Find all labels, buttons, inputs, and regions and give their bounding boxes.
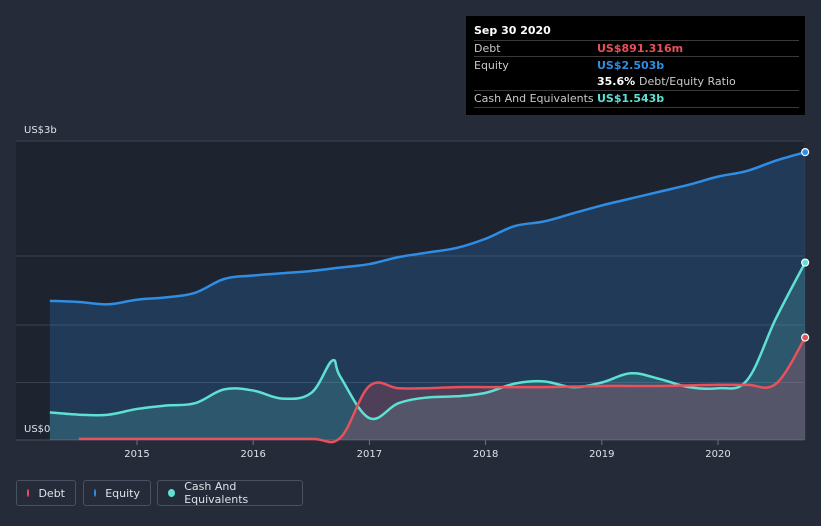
debt-line <box>78 336 807 444</box>
data-tooltip: Sep 30 2020 Debt US$891.316m Equity US$2… <box>466 16 805 115</box>
legend-item-cash[interactable]: Cash And Equivalents <box>157 480 303 506</box>
x-tick-label: 2018 <box>473 449 498 460</box>
x-tick-label: 2015 <box>124 449 149 460</box>
tooltip-ratio-value: 35.6% <box>597 75 636 88</box>
x-axis-ticks: 2015 2016 2017 2018 2019 2020 <box>124 440 731 460</box>
y-tick-label: US$0 <box>24 424 50 435</box>
y-tick-label: US$3b <box>24 125 57 136</box>
debt-area <box>78 337 806 443</box>
cash-area <box>49 262 806 440</box>
tooltip-divider <box>474 107 799 108</box>
legend-item-debt[interactable]: Debt <box>16 480 76 506</box>
legend-item-equity[interactable]: Equity <box>83 480 151 506</box>
equity-dot-icon <box>94 489 97 497</box>
cash-dot-icon <box>168 489 176 497</box>
tooltip-ratio-label: Debt/Equity Ratio <box>639 75 736 88</box>
debt-end-marker[interactable] <box>801 333 810 342</box>
y-axis-ticks: US$3b US$0 <box>24 125 57 435</box>
tooltip-row-cash: Cash And Equivalents US$1.543b <box>474 90 799 106</box>
cash-line <box>49 261 807 421</box>
legend-equity-label: Equity <box>105 486 140 500</box>
series-lines <box>49 150 807 444</box>
equity-line <box>49 150 806 306</box>
series-areas <box>49 152 806 443</box>
tooltip-divider <box>474 40 799 41</box>
tooltip-divider <box>474 90 799 91</box>
debt-dot-icon <box>27 489 30 497</box>
tooltip-row-equity: Equity US$2.503b <box>474 57 799 73</box>
legend-debt-label: Debt <box>38 486 65 500</box>
tooltip-debt-label: Debt <box>474 42 501 55</box>
x-tick-label: 2019 <box>589 449 614 460</box>
tooltip-cash-value: US$1.543b <box>597 92 665 105</box>
tooltip-equity-label: Equity <box>474 59 509 72</box>
legend-cash-label: Cash And Equivalents <box>184 480 249 506</box>
x-tick-label: 2016 <box>240 449 265 460</box>
tooltip-row-ratio: 35.6% Debt/Equity Ratio <box>474 73 799 89</box>
x-tick-label: 2017 <box>357 449 382 460</box>
equity-area <box>49 152 806 440</box>
tooltip-divider <box>474 56 799 57</box>
equity-end-marker[interactable] <box>801 148 810 157</box>
tooltip-debt-value: US$891.316m <box>597 42 684 55</box>
tooltip-cash-label: Cash And Equivalents <box>474 92 594 105</box>
plot-background <box>16 141 804 440</box>
series-end-markers <box>801 148 810 342</box>
tooltip-date: Sep 30 2020 <box>474 24 551 37</box>
cash-end-marker[interactable] <box>801 258 810 267</box>
x-tick-label: 2020 <box>705 449 730 460</box>
tooltip-equity-value: US$2.503b <box>597 59 665 72</box>
tooltip-row-debt: Debt US$891.316m <box>474 40 799 56</box>
